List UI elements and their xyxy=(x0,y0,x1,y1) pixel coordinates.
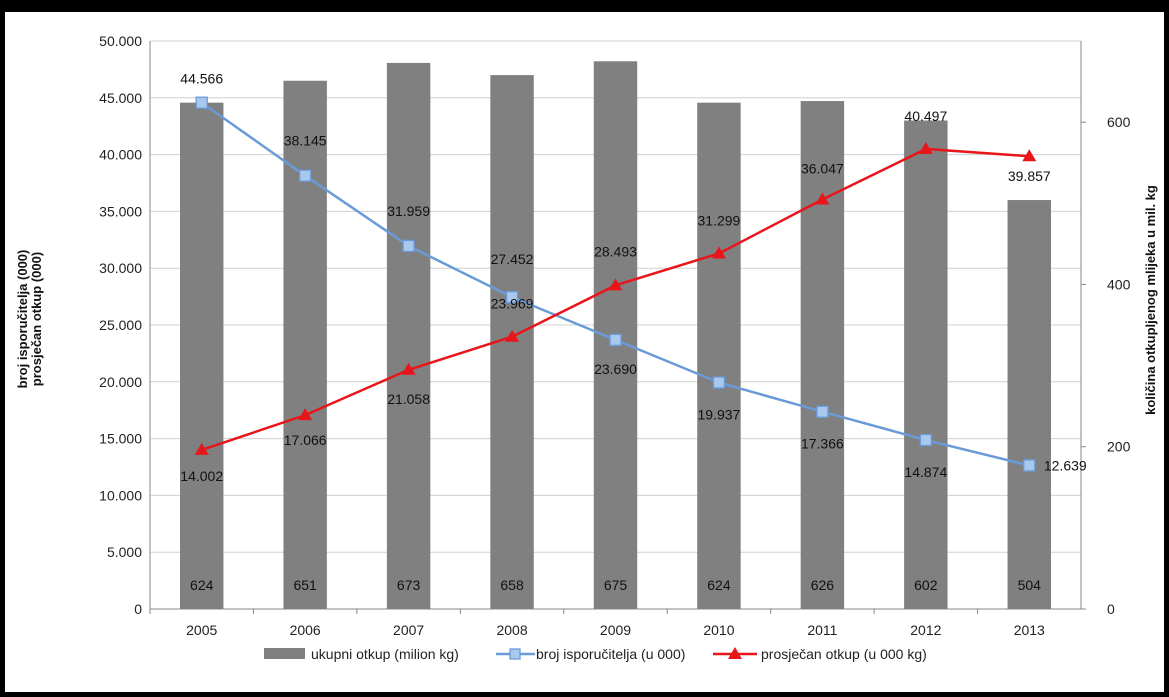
avg-purchase-data-label: 14.002 xyxy=(180,468,223,484)
avg-purchase-point xyxy=(401,362,416,375)
y-right-tick-label: 200 xyxy=(1107,439,1131,455)
suppliers-point xyxy=(712,376,726,389)
suppliers-data-label: 23.690 xyxy=(594,361,637,377)
bar xyxy=(697,102,741,609)
suppliers-data-label: 17.366 xyxy=(801,436,844,452)
y-left-tick-label: 30.000 xyxy=(99,260,142,276)
suppliers-point xyxy=(609,333,622,347)
avg-purchase-data-label: 31.299 xyxy=(698,212,741,228)
suppliers-data-label: 44.566 xyxy=(180,71,223,87)
y-left-tick-label: 20.000 xyxy=(99,374,142,390)
x-tick-label: 2009 xyxy=(600,622,631,638)
avg-purchase-data-label: 36.047 xyxy=(801,161,844,177)
bar-data-label: 504 xyxy=(1018,577,1042,593)
suppliers-data-label: 12.639 xyxy=(1044,457,1087,473)
y-right-axis-title: količina otkupljenog mlijeka u mil. kg xyxy=(1143,185,1158,415)
avg-purchase-point xyxy=(505,329,520,342)
avg-purchase-data-label: 40.497 xyxy=(904,108,947,124)
avg-purchase-point xyxy=(918,141,933,154)
suppliers-point xyxy=(505,290,519,304)
bar-data-label: 651 xyxy=(293,577,317,593)
bar-data-label: 675 xyxy=(604,577,628,593)
x-tick-label: 2008 xyxy=(496,622,527,638)
avg-purchase-data-label: 39.857 xyxy=(1008,168,1051,184)
bar-data-label: 626 xyxy=(811,577,835,593)
suppliers-data-label: 27.452 xyxy=(491,251,534,267)
bar xyxy=(283,80,327,609)
x-tick-label: 2013 xyxy=(1014,622,1045,638)
avg-purchase-point xyxy=(194,442,209,455)
combo-chart: 0 5.000 10.000 15.000 20.000 25.000 30.000 35.0… xyxy=(15,33,1158,662)
suppliers-point xyxy=(299,169,312,182)
y-left-tick-label: 10.000 xyxy=(99,487,142,503)
legend-label: broj isporučitelja (u 000) xyxy=(536,646,685,662)
legend-label: prosječan otkup (u 000 kg) xyxy=(761,646,927,662)
legend-marker-avg-purchase xyxy=(728,647,742,659)
chart-frame: 0 5.000 10.000 15.000 20.000 25.000 30.000 35.0… xyxy=(5,12,1164,692)
avg-purchase-point xyxy=(1022,149,1037,162)
suppliers-point xyxy=(816,405,829,418)
suppliers-data-label: 31.959 xyxy=(387,203,430,219)
bar-data-label: 673 xyxy=(397,577,421,593)
x-tick-label: 2006 xyxy=(290,622,321,638)
y-left-tick-label: 50.000 xyxy=(99,33,142,49)
avg-purchase-data-label: 17.066 xyxy=(284,432,327,448)
bar-data-label: 624 xyxy=(707,577,731,593)
y-left-tick-label: 0 xyxy=(134,601,142,617)
bar xyxy=(904,120,948,610)
avg-purchase-data-label: 28.493 xyxy=(594,243,637,259)
avg-purchase-point xyxy=(815,192,830,205)
suppliers-point xyxy=(1023,459,1036,472)
suppliers-data-label: 14.874 xyxy=(904,464,947,480)
y-left-tick-label: 25.000 xyxy=(99,317,142,333)
x-tick-label: 2012 xyxy=(910,622,941,638)
y-left-tick-label: 40.000 xyxy=(99,147,142,163)
y-left-tick-label: 5.000 xyxy=(107,544,142,560)
y-left-tick-label: 35.000 xyxy=(99,203,142,219)
avg-purchase-point xyxy=(298,408,313,421)
bar xyxy=(1007,200,1052,610)
bar xyxy=(179,102,224,609)
y-right-tick-label: 400 xyxy=(1107,276,1131,292)
y-left-tick-label: 15.000 xyxy=(99,431,142,447)
x-tick-label: 2010 xyxy=(703,622,734,638)
suppliers-point xyxy=(402,239,415,253)
x-tick-label: 2005 xyxy=(186,622,217,638)
y-left-axis-title: prosječan otkup (000) xyxy=(29,252,44,386)
y-right-tick-label: 600 xyxy=(1107,114,1131,130)
y-right-tick-label: 0 xyxy=(1107,601,1115,617)
avg-purchase-data-label: 23.969 xyxy=(491,296,534,312)
bar-data-label: 624 xyxy=(190,577,214,593)
y-left-tick-label: 45.000 xyxy=(99,90,142,106)
bar xyxy=(800,101,845,609)
suppliers-data-label: 19.937 xyxy=(698,407,741,423)
x-tick-label: 2011 xyxy=(807,622,837,638)
bar-data-label: 602 xyxy=(914,577,938,593)
suppliers-data-label: 38.145 xyxy=(284,133,327,149)
avg-purchase-data-label: 21.058 xyxy=(387,391,430,407)
y-left-axis-title: broj isporučitelja (000) xyxy=(15,250,30,389)
legend-swatch-bars xyxy=(264,648,305,659)
avg-purchase-point xyxy=(711,246,726,259)
suppliers-point xyxy=(919,433,932,447)
suppliers-point xyxy=(195,96,208,109)
bar-data-label: 658 xyxy=(500,577,524,593)
legend-label: ukupni otkup (milion kg) xyxy=(311,646,459,662)
avg-purchase-point xyxy=(608,278,623,291)
x-tick-label: 2007 xyxy=(393,622,424,638)
bar xyxy=(386,62,431,610)
legend-marker-suppliers xyxy=(509,648,521,660)
